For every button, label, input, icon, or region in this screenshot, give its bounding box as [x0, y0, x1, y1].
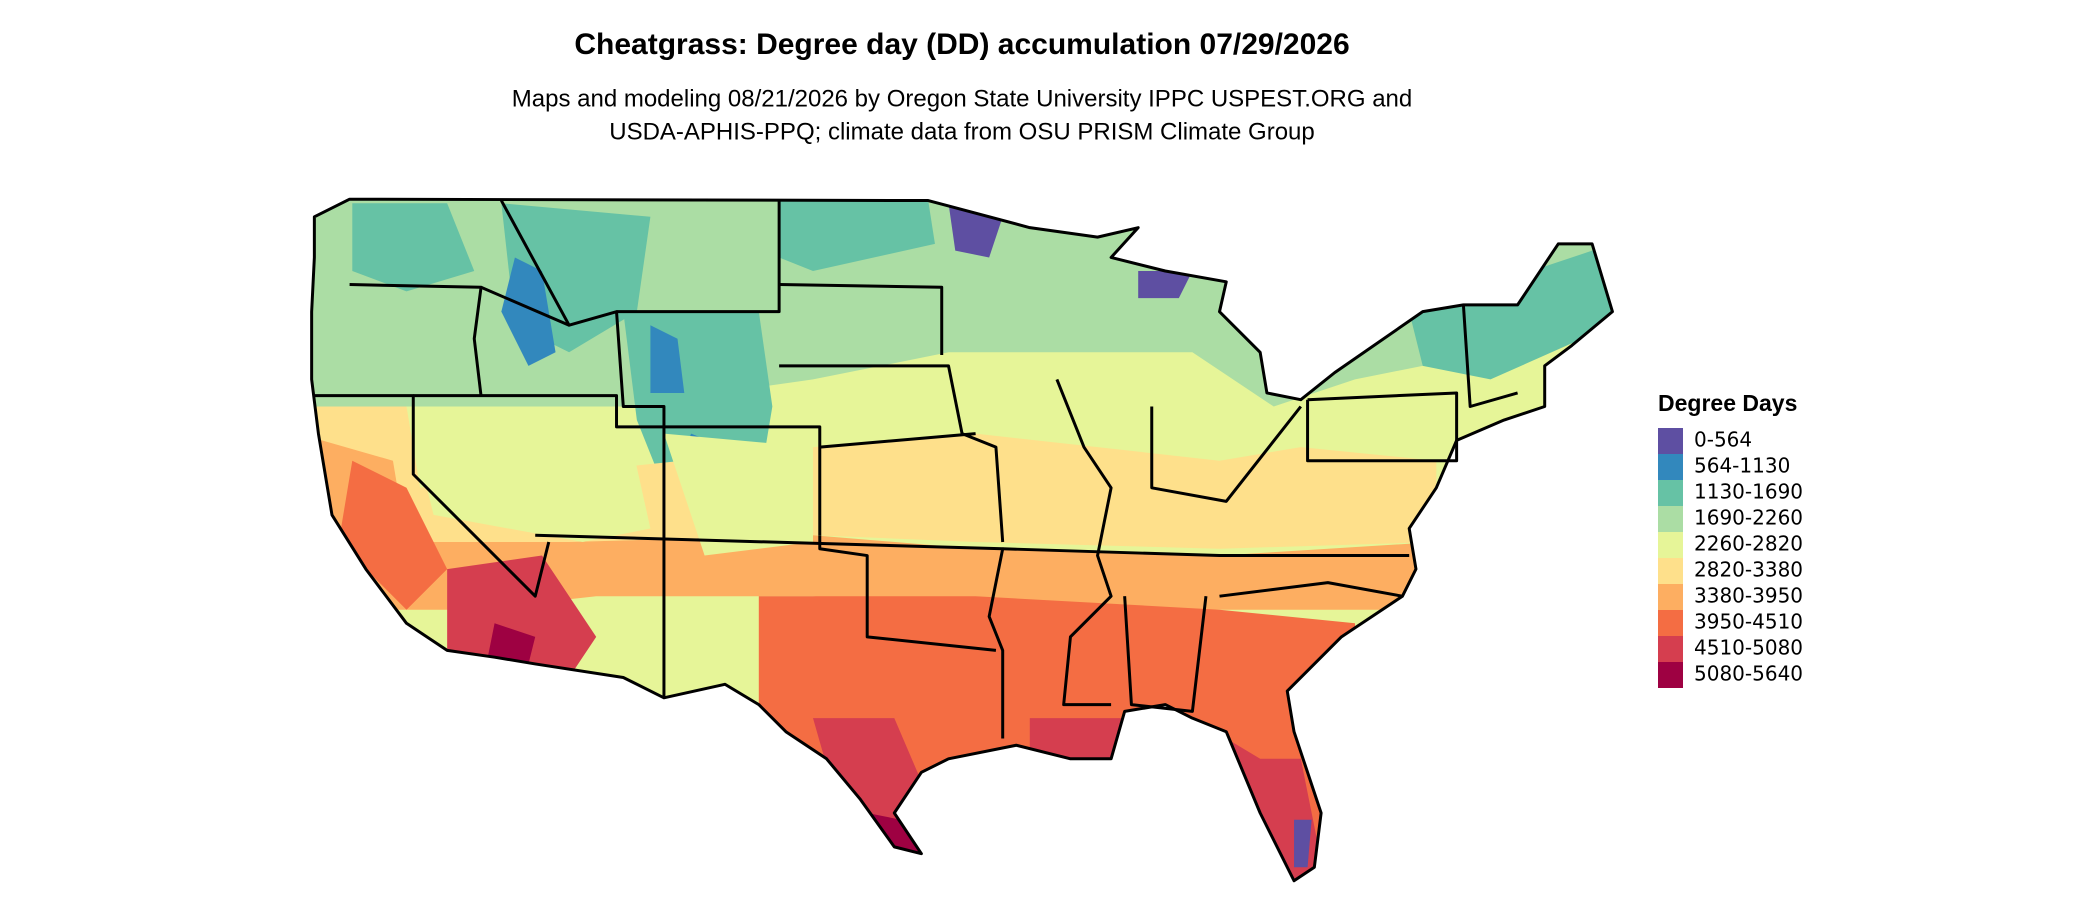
legend-label: 1690-2260: [1694, 506, 1803, 530]
map: [310, 197, 1614, 883]
zone: [311, 433, 1437, 610]
legend-swatch: [1658, 480, 1683, 506]
legend-label: 2260-2820: [1694, 532, 1803, 556]
legend-swatch: [1658, 636, 1683, 662]
zone: [406, 406, 651, 542]
zone: [447, 555, 597, 678]
legend-swatch: [1658, 558, 1683, 584]
legend-label: 3380-3950: [1694, 584, 1803, 608]
legend: 0-564564-11301130-16901690-22602260-2820…: [1658, 428, 1803, 688]
state-lines: [314, 199, 1519, 739]
zone: [1409, 243, 1613, 380]
zone: [1294, 819, 1312, 868]
legend-swatch: [1658, 662, 1683, 688]
map-subtitle: USDA-APHIS-PPQ; climate data from OSU PR…: [609, 118, 1315, 145]
legend-label: 3950-4510: [1694, 610, 1803, 634]
zone: [1138, 271, 1193, 299]
map-title: Cheatgrass: Degree day (DD) accumulation…: [574, 28, 1349, 61]
legend-swatch: [1658, 610, 1683, 636]
legend-label: 4510-5080: [1694, 636, 1803, 660]
legend-swatch: [1658, 428, 1683, 454]
legend-swatch: [1658, 584, 1683, 610]
zone: [352, 203, 475, 292]
legend-title: Degree Days: [1658, 390, 1797, 416]
legend-swatch: [1658, 506, 1683, 532]
legend-label: 1130-1690: [1694, 480, 1803, 504]
zone: [501, 257, 556, 366]
legend-label: 564-1130: [1694, 454, 1790, 478]
zone: [650, 325, 685, 393]
legend-swatch: [1658, 454, 1683, 480]
legend-label: 5080-5640: [1694, 662, 1803, 686]
map-subtitle: Maps and modeling 08/21/2026 by Oregon S…: [512, 85, 1412, 112]
legend-label: 0-564: [1694, 428, 1752, 452]
zone: [779, 200, 935, 271]
zone: [487, 623, 536, 664]
legend-label: 2820-3380: [1694, 558, 1803, 582]
zone: [338, 460, 448, 610]
zone: [663, 433, 813, 556]
legend-swatch: [1658, 532, 1683, 558]
